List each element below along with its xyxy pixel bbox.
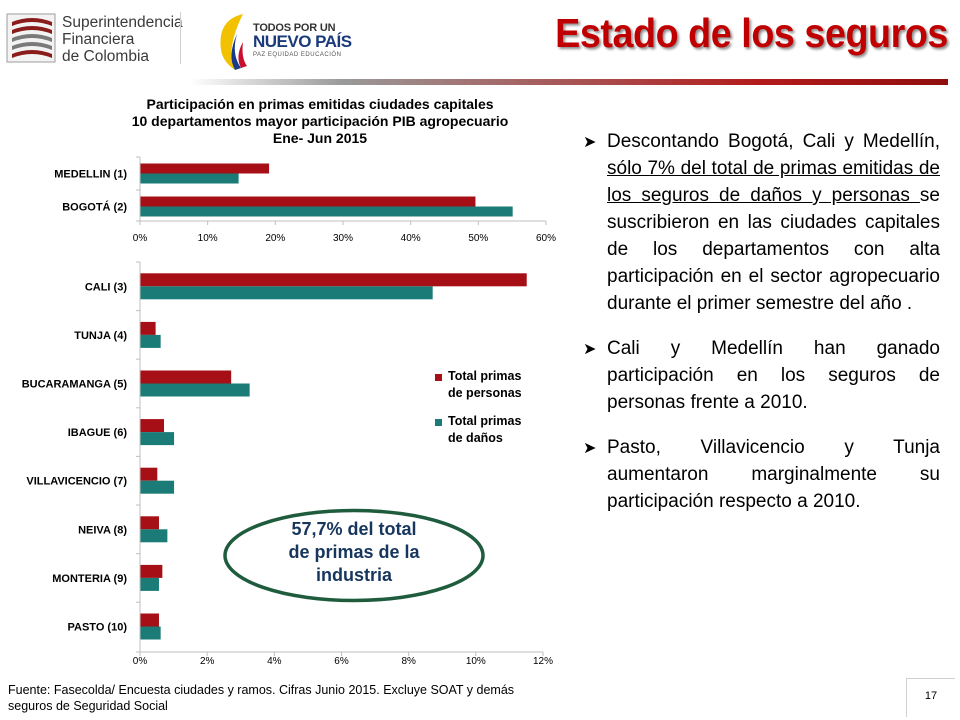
callout-line-3: industria <box>315 565 392 585</box>
source-line-2: seguros de Seguridad Social <box>8 699 168 713</box>
source-note: Fuente: Fasecolda/ Encuesta ciudades y r… <box>8 682 628 714</box>
x-tick-label: 40% <box>401 233 421 244</box>
bar-danos <box>140 383 250 397</box>
bar-personas <box>140 273 527 287</box>
flag-swoosh-icon <box>220 14 247 70</box>
legend-swatch <box>435 374 442 381</box>
category-label: MONTERIA (9) <box>52 573 127 585</box>
x-tick-label: 6% <box>334 656 349 667</box>
x-tick-label: 20% <box>265 233 285 244</box>
bar-danos <box>140 286 433 300</box>
bar-danos <box>140 432 175 446</box>
superintendencia-logo: Superintendencia Financiera de Colombia <box>6 12 186 68</box>
bullet-text-part: Descontando Bogotá, Cali y Medellín, <box>607 131 940 152</box>
bar-personas <box>140 163 270 174</box>
bar-personas <box>140 516 159 530</box>
page-number: 17 <box>924 690 938 702</box>
category-label: TUNJA (4) <box>74 330 127 342</box>
arrow-bullet-icon: ➤ <box>583 134 597 151</box>
legend-swatch <box>435 419 442 426</box>
bar-danos <box>140 626 161 640</box>
bar-danos <box>140 334 161 348</box>
x-tick-label: 10% <box>466 656 486 667</box>
gov-logo-line-3: PAZ EQUIDAD EDUCACIÓN <box>253 52 342 58</box>
arrow-bullet-icon: ➤ <box>583 440 597 457</box>
x-tick-label: 0% <box>133 233 148 244</box>
bar-danos <box>140 173 239 184</box>
x-tick-label: 12% <box>533 656 553 667</box>
bullet-item: ➤ Pasto, Villavicencio y Tunja aumentaro… <box>583 434 940 515</box>
bar-personas <box>140 370 232 384</box>
bar-personas <box>140 467 158 481</box>
bar-personas <box>140 196 476 207</box>
legend-label: Total primas <box>448 414 521 428</box>
callout-line-1: 57,7% del total <box>291 519 417 539</box>
bullet-text-underlined: sólo 7% del total de primas emitidas de … <box>607 158 940 206</box>
logo-divider <box>180 12 181 64</box>
callout-text: 57,7% del total de primas de la industri… <box>222 518 486 587</box>
category-label: MEDELLIN (1) <box>54 169 127 181</box>
chart-title-line-3: Ene- Jun 2015 <box>272 130 368 146</box>
bullet-text: Pasto, Villavicencio y Tunja aumentaron … <box>607 437 940 512</box>
x-tick-label: 8% <box>401 656 416 667</box>
bar-danos <box>140 529 168 543</box>
x-tick-label: 60% <box>536 233 556 244</box>
x-tick-label: 10% <box>198 233 218 244</box>
org-name-line-1: Superintendencia <box>62 14 183 31</box>
legend-label: Total primas <box>448 369 521 383</box>
bar-danos <box>140 206 513 217</box>
x-tick-label: 30% <box>333 233 353 244</box>
bullet-text-part: se suscribieron en las ciudades capitale… <box>607 185 940 314</box>
org-name-line-3: de Colombia <box>62 48 150 65</box>
page-number-box: 17 <box>906 678 955 717</box>
legend-label: de daños <box>448 431 503 445</box>
bar-personas <box>140 419 165 433</box>
category-label: CALI (3) <box>85 281 128 293</box>
x-tick-label: 0% <box>133 656 148 667</box>
gobierno-logo: TODOS POR UN NUEVO PAÍS PAZ EQUIDAD EDUC… <box>213 10 353 74</box>
chart-title-line-1: Participación en primas emitidas ciudade… <box>146 96 494 112</box>
category-label: NEIVA (8) <box>78 524 127 536</box>
bar-personas <box>140 613 159 627</box>
arrow-bullet-icon: ➤ <box>583 341 597 358</box>
superintendencia-emblem-icon <box>6 13 56 63</box>
bullet-item: ➤ Descontando Bogotá, Cali y Medellín, s… <box>583 128 940 317</box>
bar-personas <box>140 564 163 578</box>
slide-title: Estado de los seguros <box>555 10 948 56</box>
gov-logo-line-2: NUEVO PAÍS <box>253 32 352 51</box>
category-label: VILLAVICENCIO (7) <box>26 476 127 488</box>
bullet-text: Cali y Medellín han ganado participación… <box>607 338 940 413</box>
category-label: PASTO (10) <box>68 622 128 634</box>
bullet-text: Descontando Bogotá, Cali y Medellín, sól… <box>607 128 940 317</box>
industry-share-callout: 57,7% del total de primas de la industri… <box>222 507 486 604</box>
x-tick-label: 50% <box>468 233 488 244</box>
source-line-1: Fuente: Fasecolda/ Encuesta ciudades y r… <box>8 683 515 697</box>
gov-logo-line-1: TODOS POR UN <box>253 22 336 34</box>
x-tick-label: 4% <box>267 656 282 667</box>
bar-chart: 0% 10% 20% 30% 40% 50% 60% MEDELLIN (1) BOGOTÁ (… <box>22 156 556 667</box>
callout-line-2: de primas de la <box>288 542 420 562</box>
bullet-item: ➤ Cali y Medellín han ganado participaci… <box>583 335 940 416</box>
category-label: BOGOTÁ (2) <box>62 201 127 214</box>
org-name-line-2: Financiera <box>62 31 135 48</box>
chart-title-line-2: 10 departamentos mayor participación PIB… <box>131 113 509 129</box>
title-underline <box>190 79 948 85</box>
bar-personas <box>140 321 156 335</box>
category-label: IBAGUE (6) <box>68 427 128 439</box>
chart-title: Participación en primas emitidas ciudade… <box>60 96 580 147</box>
legend-label: de personas <box>448 386 522 400</box>
bar-danos <box>140 577 159 591</box>
x-tick-label: 2% <box>200 656 215 667</box>
superintendencia-name: Superintendencia Financiera de Colombia <box>62 14 183 65</box>
bullet-list: ➤ Descontando Bogotá, Cali y Medellín, s… <box>583 128 940 515</box>
bar-danos <box>140 480 175 494</box>
category-label: BUCARAMANGA (5) <box>22 379 128 391</box>
callout-ellipse-icon <box>223 508 485 603</box>
